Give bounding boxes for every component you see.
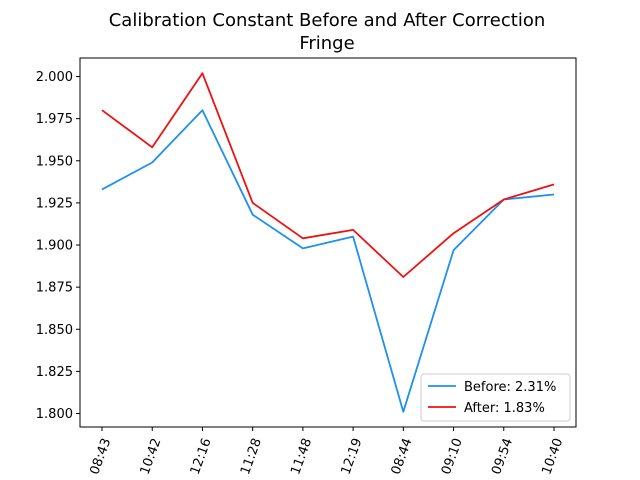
y-tick-label: 2.000 — [36, 70, 73, 85]
y-tick-label: 1.875 — [36, 281, 73, 296]
chart-subtitle: Fringe — [299, 33, 354, 54]
x-tick-label: 12:19 — [339, 436, 366, 476]
y-tick-label: 1.825 — [36, 365, 73, 380]
y-tick-label: 1.900 — [36, 239, 73, 254]
x-axis: 08:43 10:42 12:16 11:28 11:48 12:19 08:44 09:10… — [87, 427, 566, 477]
y-tick-label: 1.850 — [36, 323, 73, 338]
x-tick-label: 11:28 — [238, 436, 265, 476]
y-tick-label: 1.975 — [36, 112, 73, 127]
y-tick-label: 1.925 — [36, 196, 73, 211]
y-tick-label: 1.950 — [36, 154, 73, 169]
x-tick-label: 09:10 — [439, 436, 466, 476]
x-tick-label: 10:42 — [138, 436, 165, 476]
x-tick-label: 12:16 — [188, 436, 215, 476]
x-tick-label: 09:54 — [489, 436, 516, 476]
y-tick-label: 1.800 — [36, 407, 73, 422]
legend-label-before: Before: 2.31% — [464, 380, 556, 395]
x-tick-label: 10:40 — [539, 436, 566, 476]
x-tick-label: 08:44 — [389, 436, 416, 476]
legend-box — [420, 373, 571, 422]
y-axis: 1.800 1.825 1.850 1.875 1.900 1.925 1.950 1.975… — [36, 70, 80, 422]
legend: Before: 2.31% After: 1.83% — [420, 373, 571, 422]
series-lines — [101, 72, 555, 413]
legend-label-after: After: 1.83% — [464, 401, 545, 416]
x-tick-label: 11:48 — [288, 436, 315, 476]
series-line-before — [101, 109, 555, 413]
series-line-after — [101, 72, 555, 278]
chart-title: Calibration Constant Before and After Co… — [109, 10, 546, 31]
x-tick-label: 08:43 — [87, 436, 114, 476]
